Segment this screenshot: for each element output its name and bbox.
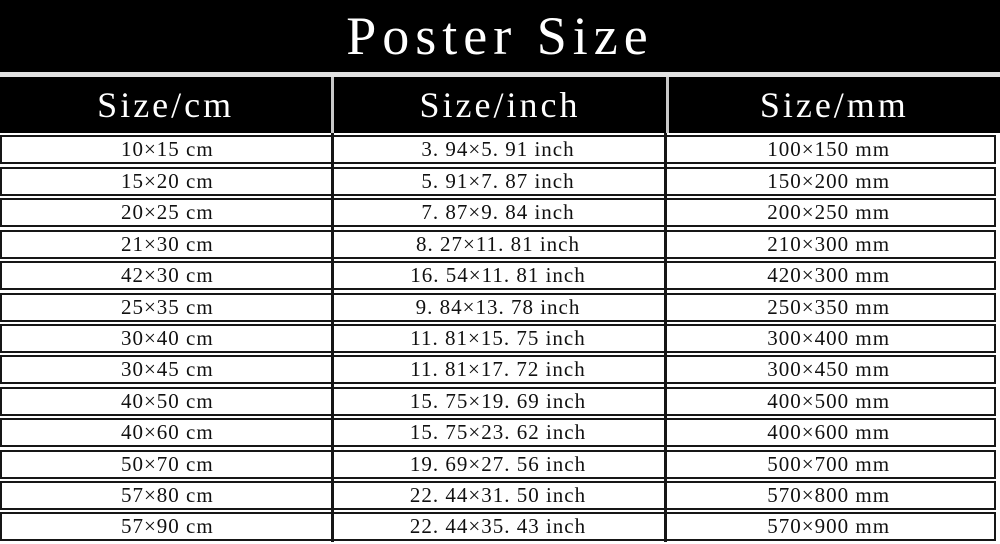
cell-size-mm: 400×500 mm xyxy=(767,388,891,413)
cell-size-inch: 5. 91×7. 87 inch xyxy=(421,168,575,193)
cell-size-inch: 15. 75×23. 62 inch xyxy=(409,420,587,445)
cell-size-cm: 30×40 cm xyxy=(120,325,214,350)
table-row: 25×35 cm 9. 84×13. 78 inch 250×350 mm xyxy=(0,292,996,322)
header-cell-size-inch: Size/inch xyxy=(331,77,665,133)
cell-size-cm: 15×20 cm xyxy=(120,168,214,193)
table-row: 15×20 cm 5. 91×7. 87 inch 150×200 mm xyxy=(0,166,996,196)
cell-size-mm: 200×250 mm xyxy=(767,200,891,225)
cell-size-inch: 22. 44×31. 50 inch xyxy=(409,483,587,508)
cell-size-mm: 300×450 mm xyxy=(767,357,891,382)
cell-size-inch: 19. 69×27. 56 inch xyxy=(409,451,587,476)
cell-size-mm: 500×700 mm xyxy=(767,451,891,476)
cell-size-inch: 11. 81×17. 72 inch xyxy=(410,357,586,382)
cell-size-cm: 25×35 cm xyxy=(120,294,214,319)
cell-size-mm: 400×600 mm xyxy=(767,420,891,445)
table-title-bar: Poster Size xyxy=(0,0,1000,77)
cell-size-cm: 42×30 cm xyxy=(120,263,214,288)
table-row: 50×70 cm 19. 69×27. 56 inch 500×700 mm xyxy=(0,449,996,479)
cell-size-inch: 11. 81×15. 75 inch xyxy=(410,325,586,350)
cell-size-inch: 9. 84×13. 78 inch xyxy=(415,294,581,319)
cell-size-mm: 300×400 mm xyxy=(767,325,891,350)
cell-size-mm: 250×350 mm xyxy=(767,294,891,319)
table-row: 30×40 cm 11. 81×15. 75 inch 300×400 mm xyxy=(0,323,996,353)
column-divider-1 xyxy=(331,133,334,542)
cell-size-mm: 570×900 mm xyxy=(767,514,891,539)
cell-size-mm: 420×300 mm xyxy=(767,263,891,288)
cell-size-cm: 57×90 cm xyxy=(120,514,214,539)
cell-size-cm: 40×50 cm xyxy=(120,388,214,413)
table-row: 20×25 cm 7. 87×9. 84 inch 200×250 mm xyxy=(0,198,996,228)
table-row: 40×50 cm 15. 75×19. 69 inch 400×500 mm xyxy=(0,386,996,416)
table-row: 42×30 cm 16. 54×11. 81 inch 420×300 mm xyxy=(0,261,996,291)
table-row: 21×30 cm 8. 27×11. 81 inch 210×300 mm xyxy=(0,229,996,259)
table-row: 30×45 cm 11. 81×17. 72 inch 300×450 mm xyxy=(0,355,996,385)
cell-size-mm: 210×300 mm xyxy=(767,231,891,256)
table-row: 57×90 cm 22. 44×35. 43 inch 570×900 mm xyxy=(0,512,996,542)
table-header-row: Size/cm Size/inch Size/mm xyxy=(0,77,1000,133)
cell-size-mm: 570×800 mm xyxy=(767,483,891,508)
cell-size-cm: 50×70 cm xyxy=(120,451,214,476)
cell-size-inch: 8. 27×11. 81 inch xyxy=(416,231,580,256)
cell-size-cm: 40×60 cm xyxy=(120,420,214,445)
cell-size-inch: 7. 87×9. 84 inch xyxy=(421,200,575,225)
cell-size-inch: 22. 44×35. 43 inch xyxy=(409,514,587,539)
table-body: 10×15 cm 3. 94×5. 91 inch 100×150 mm 15×20 … xyxy=(0,133,1000,544)
cell-size-cm: 20×25 cm xyxy=(120,200,214,225)
cell-size-inch: 15. 75×19. 69 inch xyxy=(409,388,587,413)
cell-size-cm: 30×45 cm xyxy=(120,357,214,382)
cell-size-cm: 57×80 cm xyxy=(120,483,214,508)
cell-size-mm: 100×150 mm xyxy=(767,137,891,162)
cell-size-inch: 16. 54×11. 81 inch xyxy=(410,263,586,288)
cell-size-inch: 3. 94×5. 91 inch xyxy=(421,137,575,162)
table-title: Poster Size xyxy=(346,6,654,66)
header-cell-size-cm: Size/cm xyxy=(97,85,235,125)
cell-size-cm: 21×30 cm xyxy=(120,231,214,256)
cell-size-mm: 150×200 mm xyxy=(767,168,891,193)
table-row: 57×80 cm 22. 44×31. 50 inch 570×800 mm xyxy=(0,481,996,511)
column-divider-2 xyxy=(664,133,667,542)
table-row: 10×15 cm 3. 94×5. 91 inch 100×150 mm xyxy=(0,135,996,165)
table-row: 40×60 cm 15. 75×23. 62 inch 400×600 mm xyxy=(0,418,996,448)
header-cell-size-mm: Size/mm xyxy=(665,77,1000,133)
cell-size-cm: 10×15 cm xyxy=(120,137,214,162)
